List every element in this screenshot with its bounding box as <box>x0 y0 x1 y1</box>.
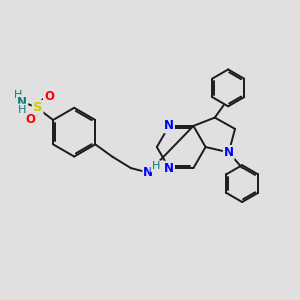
Text: H: H <box>18 105 26 115</box>
Text: N: N <box>164 119 174 132</box>
Text: N: N <box>164 162 174 175</box>
Text: O: O <box>44 90 54 103</box>
Text: N: N <box>143 166 153 179</box>
Text: N: N <box>17 96 27 109</box>
Text: N: N <box>224 146 234 159</box>
Text: H: H <box>152 161 160 171</box>
Text: H: H <box>14 90 22 100</box>
Text: S: S <box>33 101 43 114</box>
Text: O: O <box>25 113 35 127</box>
